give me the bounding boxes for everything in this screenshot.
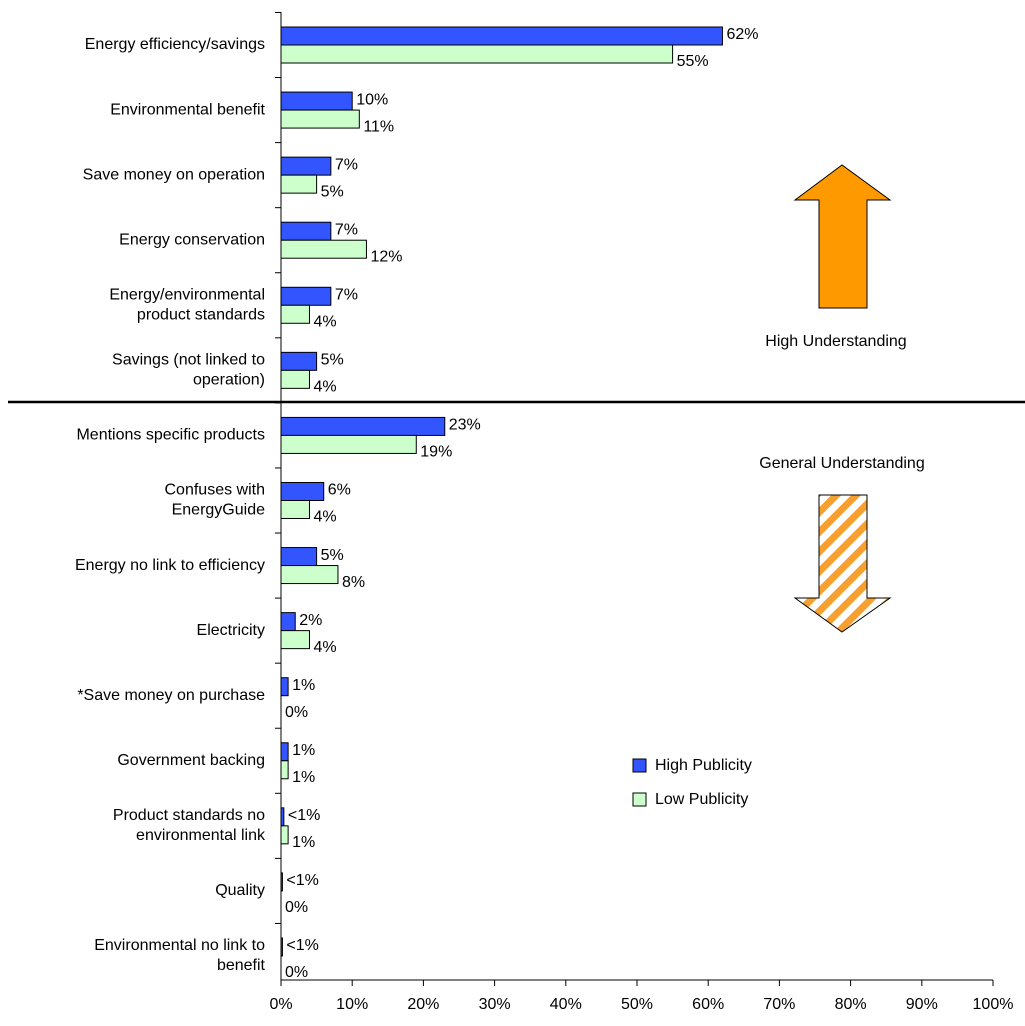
value-label: 0% [285, 704, 308, 721]
bar [280, 351, 318, 371]
y-tick-label: Save money on operation [83, 166, 265, 183]
value-label: 19% [420, 444, 452, 461]
up-arrow [793, 164, 892, 309]
bar [280, 304, 310, 324]
bar [280, 677, 289, 697]
bar [280, 630, 310, 650]
bar [280, 807, 285, 827]
y-tick-label: Electricity [197, 622, 265, 639]
legend-swatch [632, 792, 647, 807]
value-label: 4% [313, 379, 336, 396]
bar [280, 416, 446, 436]
legend-label: High Publicity [655, 757, 752, 774]
value-label: 2% [299, 612, 322, 629]
value-label: 23% [449, 417, 481, 434]
value-label: 62% [726, 26, 758, 43]
value-label: 7% [335, 221, 358, 238]
y-tick-label: Confuses with EnergyGuide [165, 482, 266, 519]
y-tick-label: Energy/environmental product standards [109, 286, 265, 323]
bar [280, 369, 310, 389]
annotation: High Understanding [765, 333, 906, 350]
bar [280, 872, 283, 892]
bar [280, 239, 367, 259]
y-tick-label: *Save money on purchase [77, 687, 265, 704]
x-tick-label: 40% [550, 996, 582, 1013]
y-tick-label: Energy no link to efficiency [75, 557, 265, 574]
value-label: 55% [677, 53, 709, 70]
x-tick-label: 0% [269, 996, 292, 1013]
bar [280, 44, 674, 64]
bar [280, 937, 283, 957]
down-arrow [793, 494, 892, 633]
bar [280, 156, 332, 176]
value-label: 7% [335, 156, 358, 173]
value-label: 5% [321, 183, 344, 200]
legend-label: Low Publicity [655, 791, 748, 808]
value-label: 0% [285, 964, 308, 981]
x-tick-label: 10% [336, 996, 368, 1013]
bar [280, 26, 723, 46]
value-label: <1% [286, 872, 318, 889]
x-tick-label: 20% [407, 996, 439, 1013]
x-tick-label: 60% [692, 996, 724, 1013]
bar [280, 109, 360, 129]
bar [280, 286, 332, 306]
value-label: 4% [313, 313, 336, 330]
bar [280, 612, 296, 632]
x-tick-label: 30% [479, 996, 511, 1013]
value-label: 4% [313, 509, 336, 526]
bar [280, 481, 325, 501]
bar [280, 499, 310, 519]
value-label: 1% [292, 834, 315, 851]
y-tick-label: Energy efficiency/savings [85, 36, 265, 53]
value-label: 4% [313, 639, 336, 656]
bar [280, 825, 289, 845]
x-tick-label: 90% [906, 996, 938, 1013]
bar [280, 91, 353, 111]
value-label: 8% [342, 574, 365, 591]
y-tick-label: Environmental benefit [110, 101, 265, 118]
y-tick-label: Government backing [117, 752, 265, 769]
value-label: 1% [292, 677, 315, 694]
value-label: 1% [292, 742, 315, 759]
bar [280, 434, 417, 454]
x-tick-label: 70% [763, 996, 795, 1013]
x-tick-label: 50% [621, 996, 653, 1013]
value-label: 12% [370, 248, 402, 265]
bar [280, 565, 339, 585]
value-label: <1% [286, 937, 318, 954]
value-label: 6% [328, 482, 351, 499]
value-label: 5% [321, 547, 344, 564]
value-label: <1% [288, 807, 320, 824]
value-label: 0% [285, 899, 308, 916]
value-label: 10% [356, 91, 388, 108]
bar [280, 174, 318, 194]
y-tick-label: Product standards no environmental link [113, 807, 266, 844]
value-label: 1% [292, 769, 315, 786]
bar [280, 221, 332, 241]
x-tick-label: 80% [835, 996, 867, 1013]
bar [280, 742, 289, 762]
bar [280, 547, 318, 567]
legend-swatch [632, 758, 647, 773]
annotation: General Understanding [759, 455, 924, 472]
y-tick-label: Quality [215, 882, 265, 899]
x-tick-label: 100% [973, 996, 1014, 1013]
bar [280, 760, 289, 780]
y-tick-label: Savings (not linked to operation) [112, 352, 265, 389]
value-label: 11% [363, 118, 394, 135]
y-tick-label: Mentions specific products [76, 427, 265, 444]
value-label: 5% [321, 352, 344, 369]
y-tick-label: Energy conservation [119, 231, 265, 248]
value-label: 7% [335, 286, 358, 303]
y-tick-label: Environmental no link to benefit [94, 937, 265, 974]
